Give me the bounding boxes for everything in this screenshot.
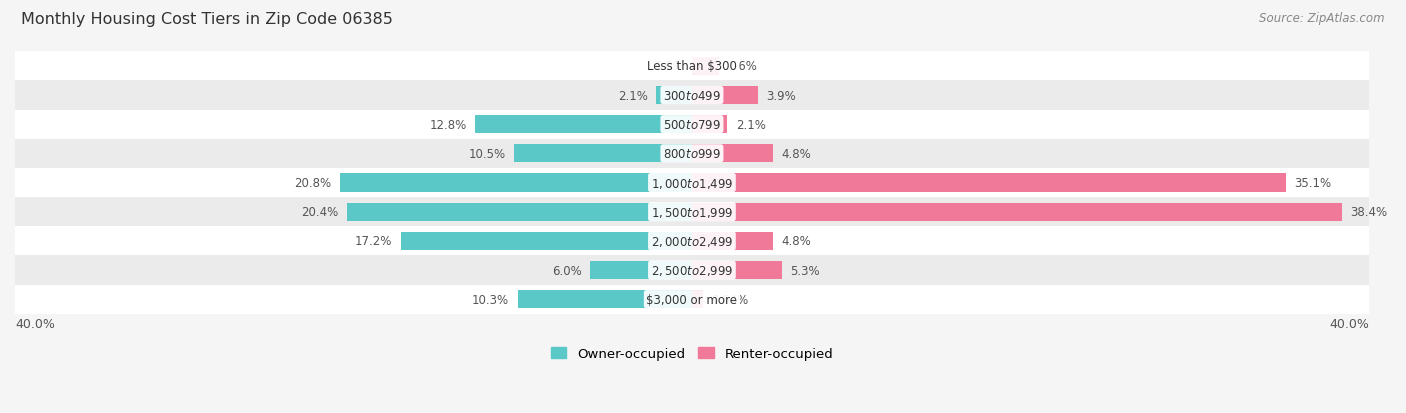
- Text: 1.6%: 1.6%: [727, 60, 758, 73]
- Bar: [15, 256, 1369, 285]
- Bar: [15, 110, 1369, 140]
- Bar: [692, 261, 782, 279]
- Bar: [591, 261, 692, 279]
- Bar: [692, 174, 1286, 192]
- Bar: [15, 197, 1369, 227]
- Bar: [15, 52, 1369, 81]
- Text: 0.64%: 0.64%: [711, 293, 748, 306]
- Text: $2,500 to $2,999: $2,500 to $2,999: [651, 263, 733, 278]
- Text: 2.1%: 2.1%: [619, 89, 648, 102]
- Text: $300 to $499: $300 to $499: [664, 89, 721, 102]
- Text: 40.0%: 40.0%: [15, 318, 55, 330]
- Text: 35.1%: 35.1%: [1295, 177, 1331, 190]
- Text: 20.8%: 20.8%: [294, 177, 332, 190]
- Text: 4.8%: 4.8%: [782, 235, 811, 248]
- Text: $500 to $799: $500 to $799: [664, 119, 721, 131]
- Text: 40.0%: 40.0%: [1329, 318, 1369, 330]
- Text: 6.0%: 6.0%: [553, 264, 582, 277]
- Text: 0.0%: 0.0%: [654, 60, 683, 73]
- Bar: [15, 285, 1369, 314]
- Text: $1,500 to $1,999: $1,500 to $1,999: [651, 205, 733, 219]
- Bar: [517, 290, 692, 309]
- Bar: [401, 232, 692, 250]
- Text: 5.3%: 5.3%: [790, 264, 820, 277]
- Text: 17.2%: 17.2%: [354, 235, 392, 248]
- Bar: [692, 116, 727, 134]
- Text: Less than $300: Less than $300: [647, 60, 737, 73]
- Bar: [347, 203, 692, 221]
- Text: 2.1%: 2.1%: [735, 119, 766, 131]
- Bar: [692, 58, 718, 76]
- Bar: [692, 145, 773, 163]
- Bar: [657, 87, 692, 105]
- Text: Monthly Housing Cost Tiers in Zip Code 06385: Monthly Housing Cost Tiers in Zip Code 0…: [21, 12, 392, 27]
- Bar: [475, 116, 692, 134]
- Text: 4.8%: 4.8%: [782, 147, 811, 161]
- Text: $3,000 or more: $3,000 or more: [647, 293, 737, 306]
- Text: 20.4%: 20.4%: [301, 206, 339, 218]
- Bar: [692, 232, 773, 250]
- Bar: [692, 87, 758, 105]
- Legend: Owner-occupied, Renter-occupied: Owner-occupied, Renter-occupied: [546, 342, 838, 365]
- Text: 12.8%: 12.8%: [430, 119, 467, 131]
- Bar: [15, 227, 1369, 256]
- Text: 10.5%: 10.5%: [468, 147, 506, 161]
- Text: 10.3%: 10.3%: [472, 293, 509, 306]
- Text: $1,000 to $1,499: $1,000 to $1,499: [651, 176, 733, 190]
- Bar: [340, 174, 692, 192]
- Bar: [692, 203, 1341, 221]
- Bar: [515, 145, 692, 163]
- Bar: [15, 169, 1369, 197]
- Bar: [692, 290, 703, 309]
- Text: Source: ZipAtlas.com: Source: ZipAtlas.com: [1260, 12, 1385, 25]
- Text: $800 to $999: $800 to $999: [664, 147, 721, 161]
- Text: 38.4%: 38.4%: [1350, 206, 1388, 218]
- Bar: [15, 81, 1369, 110]
- Bar: [15, 140, 1369, 169]
- Text: 3.9%: 3.9%: [766, 89, 796, 102]
- Text: $2,000 to $2,499: $2,000 to $2,499: [651, 234, 733, 248]
